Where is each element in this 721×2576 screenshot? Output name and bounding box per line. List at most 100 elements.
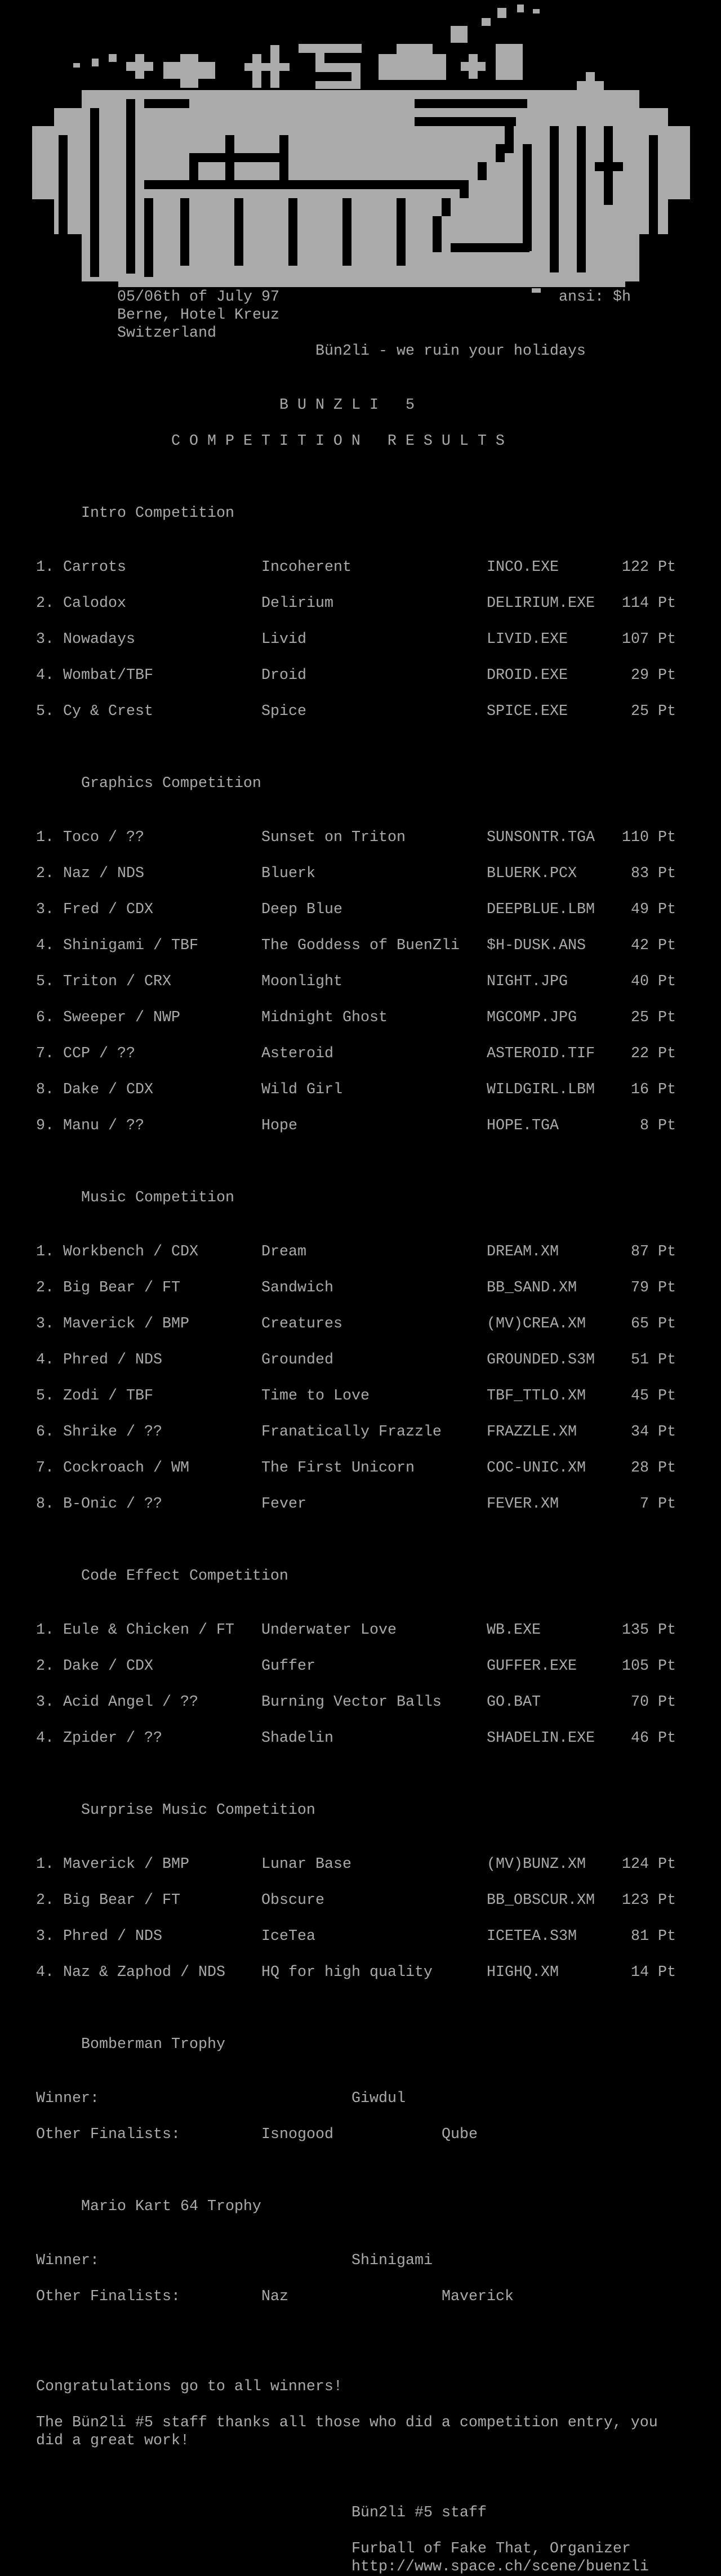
entry-rank: 1. xyxy=(36,1244,54,1260)
entry-author: Toco / ?? xyxy=(63,829,144,846)
entry-rank: 1. xyxy=(36,1622,54,1639)
entry-points: 107 Pt xyxy=(622,631,676,648)
entry-points: 105 Pt xyxy=(622,1658,676,1675)
entry-author: Workbench / CDX xyxy=(63,1244,198,1260)
entry-rank: 6. xyxy=(36,1424,54,1441)
entry-points: 25 Pt xyxy=(631,703,676,720)
entry-points: 22 Pt xyxy=(631,1045,676,1062)
entry-title: Hope xyxy=(261,1117,297,1134)
entry-points: 122 Pt xyxy=(622,559,676,576)
entry-title: The Goddess of BuenZli xyxy=(261,937,460,954)
entry-file: BB_SAND.XM xyxy=(487,1280,577,1296)
entry-author: Eule & Chicken / FT xyxy=(63,1622,234,1639)
entry-file: BLUERK.PCX xyxy=(487,865,577,882)
entry-title: Livid xyxy=(261,631,306,648)
entry-rank: 2. xyxy=(36,1658,54,1675)
entry-file: NIGHT.JPG xyxy=(487,973,568,990)
trophy-title: Mario Kart 64 Trophy xyxy=(81,2198,261,2215)
entry-rank: 4. xyxy=(36,1964,54,1981)
event-date: 05/06th of July 97 xyxy=(117,289,279,306)
website-link[interactable]: http://www.space.ch/scene/buenzli xyxy=(351,2559,649,2575)
entry-file: WB.EXE xyxy=(487,1622,541,1639)
entry-author: Dake / CDX xyxy=(63,1658,153,1675)
entry-rank: 1. xyxy=(36,559,54,576)
tagline: Bün2li - we ruin your holidays xyxy=(315,343,586,360)
entry-file: SUNSONTR.TGA xyxy=(487,829,595,846)
entry-rank: 7. xyxy=(36,1045,54,1062)
entry-points: 135 Pt xyxy=(622,1622,676,1639)
entry-title: Shadelin xyxy=(261,1730,333,1747)
finalist-name: Isnogood xyxy=(261,2126,333,2143)
entry-rank: 8. xyxy=(36,1496,54,1513)
entry-title: Guffer xyxy=(261,1658,315,1675)
entry-points: 28 Pt xyxy=(631,1460,676,1477)
competition-title: Code Effect Competition xyxy=(81,1568,288,1585)
entry-title: Midnight Ghost xyxy=(261,1009,388,1026)
entry-title: Creatures xyxy=(261,1316,342,1332)
entry-file: COC-UNIC.XM xyxy=(487,1460,586,1477)
entry-points: 45 Pt xyxy=(631,1388,676,1405)
entry-author: Naz / NDS xyxy=(63,865,144,882)
entry-title: Sunset on Triton xyxy=(261,829,406,846)
entry-author: Triton / CRX xyxy=(63,973,171,990)
entry-title: Asteroid xyxy=(261,1045,333,1062)
entry-title: Sandwich xyxy=(261,1280,333,1296)
entry-author: Carrots xyxy=(63,559,126,576)
entry-file: SPICE.EXE xyxy=(487,703,568,720)
entry-rank: 4. xyxy=(36,1730,54,1747)
entry-rank: 9. xyxy=(36,1117,54,1134)
bunzli-ansi-logo xyxy=(32,5,690,293)
entry-title: Obscure xyxy=(261,1892,324,1909)
finalist-name: Naz xyxy=(261,2288,288,2305)
entry-file: ASTEROID.TIF xyxy=(487,1045,595,1062)
entry-author: Phred / NDS xyxy=(63,1928,162,1945)
entry-points: 83 Pt xyxy=(631,865,676,882)
entry-points: 49 Pt xyxy=(631,901,676,918)
entry-rank: 2. xyxy=(36,595,54,612)
entry-title: Delirium xyxy=(261,595,333,612)
event-location: Berne, Hotel Kreuz xyxy=(117,307,279,324)
entry-title: Time to Love xyxy=(261,1388,370,1405)
entry-author: Sweeper / NWP xyxy=(63,1009,180,1026)
entry-rank: 4. xyxy=(36,937,54,954)
entry-rank: 4. xyxy=(36,667,54,684)
entry-rank: 3. xyxy=(36,1694,54,1711)
finalist-name: Qube xyxy=(442,2126,478,2143)
page-title: B U N Z L I 5 xyxy=(279,397,415,414)
entry-points: 42 Pt xyxy=(631,937,676,954)
entry-points: 40 Pt xyxy=(631,973,676,990)
winner-label: Winner: xyxy=(36,2252,99,2269)
entry-rank: 4. xyxy=(36,1352,54,1368)
entry-points: 7 Pt xyxy=(640,1496,676,1513)
entry-file: $H-DUSK.ANS xyxy=(487,937,586,954)
finalists-label: Other Finalists: xyxy=(36,2126,180,2143)
entry-file: FEVER.XM xyxy=(487,1496,559,1513)
entry-title: Fever xyxy=(261,1496,306,1513)
entry-title: Spice xyxy=(261,703,306,720)
entry-points: 16 Pt xyxy=(631,1081,676,1098)
entry-file: DEEPBLUE.LBM xyxy=(487,901,595,918)
entry-author: Wombat/TBF xyxy=(63,667,153,684)
entry-title: Bluerk xyxy=(261,865,315,882)
entry-rank: 1. xyxy=(36,1856,54,1873)
entry-rank: 3. xyxy=(36,631,54,648)
entry-file: GO.BAT xyxy=(487,1694,541,1711)
entry-rank: 3. xyxy=(36,1316,54,1332)
entry-file: HIGHQ.XM xyxy=(487,1964,559,1981)
entry-rank: 2. xyxy=(36,1280,54,1296)
entry-author: Phred / NDS xyxy=(63,1352,162,1368)
entry-author: Acid Angel / ?? xyxy=(63,1694,198,1711)
thanks-text: The Bün2li #5 staff thanks all those who… xyxy=(36,2414,658,2431)
thanks-text-continued: did a great work! xyxy=(36,2432,189,2449)
page-subtitle: C O M P E T I T I O N R E S U L T S xyxy=(171,433,505,450)
entry-author: Nowadays xyxy=(63,631,135,648)
entry-points: 8 Pt xyxy=(640,1117,676,1134)
entry-points: 81 Pt xyxy=(631,1928,676,1945)
entry-file: BB_OBSCUR.XM xyxy=(487,1892,595,1909)
competition-title: Intro Competition xyxy=(81,505,234,522)
entry-author: Big Bear / FT xyxy=(63,1280,180,1296)
entry-author: Calodox xyxy=(63,595,126,612)
entry-rank: 8. xyxy=(36,1081,54,1098)
entry-file: MGCOMP.JPG xyxy=(487,1009,577,1026)
entry-rank: 2. xyxy=(36,865,54,882)
